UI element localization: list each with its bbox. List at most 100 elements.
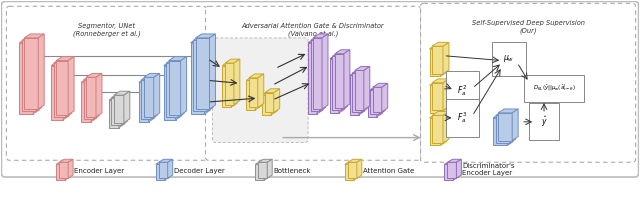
Polygon shape bbox=[344, 50, 350, 108]
Polygon shape bbox=[330, 59, 339, 113]
Polygon shape bbox=[429, 81, 447, 85]
Polygon shape bbox=[432, 83, 443, 111]
Polygon shape bbox=[59, 159, 73, 162]
Polygon shape bbox=[339, 55, 345, 113]
Polygon shape bbox=[234, 59, 240, 105]
Polygon shape bbox=[265, 93, 274, 112]
Polygon shape bbox=[22, 36, 42, 40]
Polygon shape bbox=[350, 72, 365, 75]
Polygon shape bbox=[443, 42, 449, 74]
FancyBboxPatch shape bbox=[1, 1, 639, 177]
Text: $\hat{y}$: $\hat{y}$ bbox=[541, 115, 547, 129]
Polygon shape bbox=[447, 159, 461, 162]
Polygon shape bbox=[444, 161, 458, 164]
Polygon shape bbox=[22, 40, 36, 111]
Text: Bottleneck: Bottleneck bbox=[273, 168, 310, 174]
Polygon shape bbox=[310, 40, 319, 111]
Polygon shape bbox=[368, 92, 377, 117]
Polygon shape bbox=[432, 46, 443, 74]
Text: Self-Supervised Deep Supervision
(Our): Self-Supervised Deep Supervision (Our) bbox=[472, 20, 584, 34]
Polygon shape bbox=[84, 76, 99, 80]
Polygon shape bbox=[432, 42, 449, 46]
Polygon shape bbox=[164, 66, 175, 120]
Polygon shape bbox=[139, 78, 155, 82]
Polygon shape bbox=[440, 81, 447, 113]
Polygon shape bbox=[509, 111, 516, 143]
Polygon shape bbox=[440, 45, 447, 76]
Polygon shape bbox=[205, 39, 211, 114]
Polygon shape bbox=[456, 159, 461, 178]
Polygon shape bbox=[371, 86, 385, 90]
Polygon shape bbox=[151, 76, 157, 119]
Polygon shape bbox=[24, 38, 38, 109]
Polygon shape bbox=[114, 95, 124, 123]
Polygon shape bbox=[359, 72, 365, 115]
Polygon shape bbox=[355, 66, 370, 71]
Polygon shape bbox=[432, 79, 449, 83]
Polygon shape bbox=[223, 66, 232, 107]
Polygon shape bbox=[225, 63, 234, 105]
Polygon shape bbox=[96, 73, 102, 117]
Polygon shape bbox=[169, 57, 187, 61]
Polygon shape bbox=[59, 162, 68, 178]
Polygon shape bbox=[259, 162, 268, 178]
Text: $\mu_w$: $\mu_w$ bbox=[504, 53, 515, 64]
Polygon shape bbox=[68, 159, 73, 178]
Polygon shape bbox=[350, 75, 359, 115]
Polygon shape bbox=[91, 78, 97, 122]
Text: Adversarial Attention Gate & Discriminator
(Valvano et al.): Adversarial Attention Gate & Discriminat… bbox=[242, 23, 385, 37]
Polygon shape bbox=[313, 34, 328, 38]
Polygon shape bbox=[443, 79, 449, 111]
Polygon shape bbox=[348, 162, 357, 178]
Polygon shape bbox=[114, 91, 130, 95]
Polygon shape bbox=[353, 69, 367, 73]
Text: Encoder Layer: Encoder Layer bbox=[74, 168, 124, 174]
Polygon shape bbox=[317, 39, 323, 114]
Polygon shape bbox=[111, 94, 127, 98]
Polygon shape bbox=[93, 76, 99, 119]
Polygon shape bbox=[33, 39, 39, 114]
Polygon shape bbox=[124, 91, 130, 123]
Polygon shape bbox=[357, 159, 362, 178]
Polygon shape bbox=[345, 164, 354, 180]
Polygon shape bbox=[38, 34, 44, 109]
Polygon shape bbox=[496, 111, 516, 115]
Polygon shape bbox=[56, 61, 68, 115]
Polygon shape bbox=[258, 74, 264, 108]
Polygon shape bbox=[259, 159, 272, 162]
Polygon shape bbox=[141, 76, 157, 80]
Polygon shape bbox=[196, 34, 216, 38]
Polygon shape bbox=[362, 69, 367, 112]
Polygon shape bbox=[429, 49, 440, 76]
Polygon shape bbox=[36, 36, 42, 111]
Polygon shape bbox=[54, 59, 72, 63]
Polygon shape bbox=[19, 39, 39, 43]
Polygon shape bbox=[255, 161, 269, 164]
Polygon shape bbox=[353, 73, 362, 112]
Polygon shape bbox=[348, 159, 362, 162]
Polygon shape bbox=[308, 43, 317, 114]
Text: Discriminator's
Encoder Layer: Discriminator's Encoder Layer bbox=[462, 163, 515, 176]
Polygon shape bbox=[169, 61, 180, 115]
Polygon shape bbox=[164, 161, 170, 180]
Polygon shape bbox=[332, 52, 348, 56]
Polygon shape bbox=[355, 71, 364, 110]
Polygon shape bbox=[493, 114, 513, 118]
Text: $D_{KL}(\hat{y}||\mu_w(\hat{a}^l_{t-\theta})$: $D_{KL}(\hat{y}||\mu_w(\hat{a}^l_{t-\the… bbox=[532, 83, 575, 93]
Polygon shape bbox=[255, 76, 261, 110]
Polygon shape bbox=[81, 78, 97, 82]
Polygon shape bbox=[444, 164, 453, 180]
Polygon shape bbox=[156, 161, 170, 164]
Polygon shape bbox=[308, 39, 323, 43]
Polygon shape bbox=[180, 57, 187, 115]
Polygon shape bbox=[498, 113, 512, 141]
Polygon shape bbox=[81, 82, 91, 122]
Polygon shape bbox=[156, 164, 164, 180]
Polygon shape bbox=[265, 89, 280, 93]
Polygon shape bbox=[507, 114, 513, 145]
Polygon shape bbox=[432, 115, 443, 143]
Polygon shape bbox=[268, 159, 272, 178]
Text: Segmentor, UNet
(Ronneberger et al.): Segmentor, UNet (Ronneberger et al.) bbox=[72, 23, 140, 37]
Polygon shape bbox=[56, 164, 65, 180]
Polygon shape bbox=[65, 161, 70, 180]
